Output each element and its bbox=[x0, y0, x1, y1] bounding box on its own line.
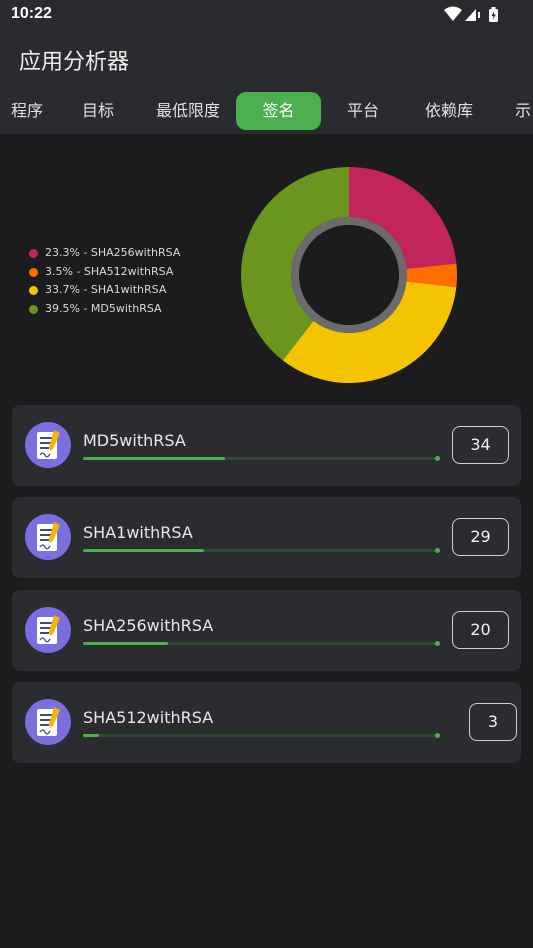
signed-document-icon bbox=[25, 514, 71, 560]
legend-item-sha1: 33.7% - SHA1withRSA bbox=[29, 281, 180, 300]
donut-slice-md5withrsa[interactable] bbox=[240, 167, 349, 361]
chart-legend: 23.3% - SHA256withRSA 3.5% - SHA512withR… bbox=[29, 244, 180, 318]
count-badge: 29 bbox=[452, 518, 509, 556]
progress-end-dot bbox=[435, 456, 440, 461]
donut-inner-ring bbox=[291, 217, 407, 333]
signed-document-icon bbox=[25, 699, 71, 745]
progress-track bbox=[83, 548, 440, 553]
tab-platform[interactable]: 平台 bbox=[346, 101, 379, 120]
legend-label: 33.7% - SHA1withRSA bbox=[45, 283, 167, 296]
donut-slice-sha256withrsa[interactable] bbox=[349, 167, 457, 269]
count-badge: 20 bbox=[452, 611, 509, 649]
legend-item-sha512: 3.5% - SHA512withRSA bbox=[29, 263, 180, 282]
signal-off-icon bbox=[478, 12, 480, 18]
legend-swatch bbox=[29, 267, 38, 277]
app-bar: 应用分析器 bbox=[0, 30, 533, 90]
progress-fill bbox=[83, 549, 205, 552]
tab-bar: 程序 目标 最低限度 签名 平台 依赖库 示 bbox=[0, 90, 533, 134]
legend-label: 23.3% - SHA256withRSA bbox=[45, 246, 181, 259]
tab-target[interactable]: 目标 bbox=[81, 101, 114, 120]
tab-libraries[interactable]: 依赖库 bbox=[424, 101, 473, 120]
legend-label: 39.5% - MD5withRSA bbox=[45, 301, 162, 315]
progress-track bbox=[83, 733, 440, 738]
signature-name: SHA1withRSA bbox=[83, 523, 193, 542]
signature-card-sha512[interactable]: SHA512withRSA 3 bbox=[12, 682, 521, 763]
app-title: 应用分析器 bbox=[19, 50, 130, 75]
count-badge: 3 bbox=[469, 703, 517, 741]
legend-item-md5: 39.5% - MD5withRSA bbox=[29, 300, 180, 319]
legend-swatch bbox=[29, 304, 38, 314]
status-time: 10:22 bbox=[11, 5, 52, 22]
signature-card-sha256[interactable]: SHA256withRSA 20 bbox=[12, 590, 521, 671]
progress-end-dot bbox=[435, 548, 440, 553]
legend-swatch bbox=[29, 249, 38, 258]
progress-fill bbox=[83, 457, 226, 460]
signature-name: MD5withRSA bbox=[83, 431, 186, 450]
progress-end-dot bbox=[435, 733, 440, 738]
signed-document-icon bbox=[25, 422, 71, 468]
progress-track bbox=[83, 456, 440, 461]
wifi-icon bbox=[444, 6, 462, 21]
progress-track bbox=[83, 641, 440, 646]
signature-card-md5[interactable]: MD5withRSA 34 bbox=[12, 405, 521, 486]
donut-chart[interactable] bbox=[238, 164, 460, 386]
tab-programs[interactable]: 程序 bbox=[10, 101, 43, 120]
cellular-signal-icon bbox=[465, 9, 476, 21]
progress-fill bbox=[83, 734, 100, 737]
progress-fill bbox=[83, 642, 169, 645]
donut-slice-sha1withrsa[interactable] bbox=[282, 281, 457, 383]
tab-min-sdk[interactable]: 最低限度 bbox=[155, 101, 220, 120]
legend-label: 3.5% - SHA512withRSA bbox=[45, 264, 174, 278]
status-bar: 10:22 bbox=[0, 0, 533, 30]
signature-chart: 23.3% - SHA256withRSA 3.5% - SHA512withR… bbox=[0, 134, 533, 404]
status-icons bbox=[444, 6, 498, 22]
signed-document-icon bbox=[25, 607, 71, 653]
tab-more[interactable]: 示 bbox=[515, 101, 532, 120]
count-badge: 34 bbox=[452, 426, 509, 464]
legend-item-sha256: 23.3% - SHA256withRSA bbox=[29, 244, 180, 263]
battery-icon bbox=[489, 7, 498, 22]
signature-name: SHA256withRSA bbox=[83, 616, 214, 635]
signature-card-sha1[interactable]: SHA1withRSA 29 bbox=[12, 497, 521, 578]
legend-swatch bbox=[29, 286, 38, 295]
progress-end-dot bbox=[435, 641, 440, 646]
donut-hole bbox=[299, 225, 399, 325]
tab-signature[interactable]: 签名 bbox=[236, 92, 321, 130]
donut-slice-sha512withrsa[interactable] bbox=[406, 263, 457, 288]
signature-name: SHA512withRSA bbox=[83, 708, 214, 727]
